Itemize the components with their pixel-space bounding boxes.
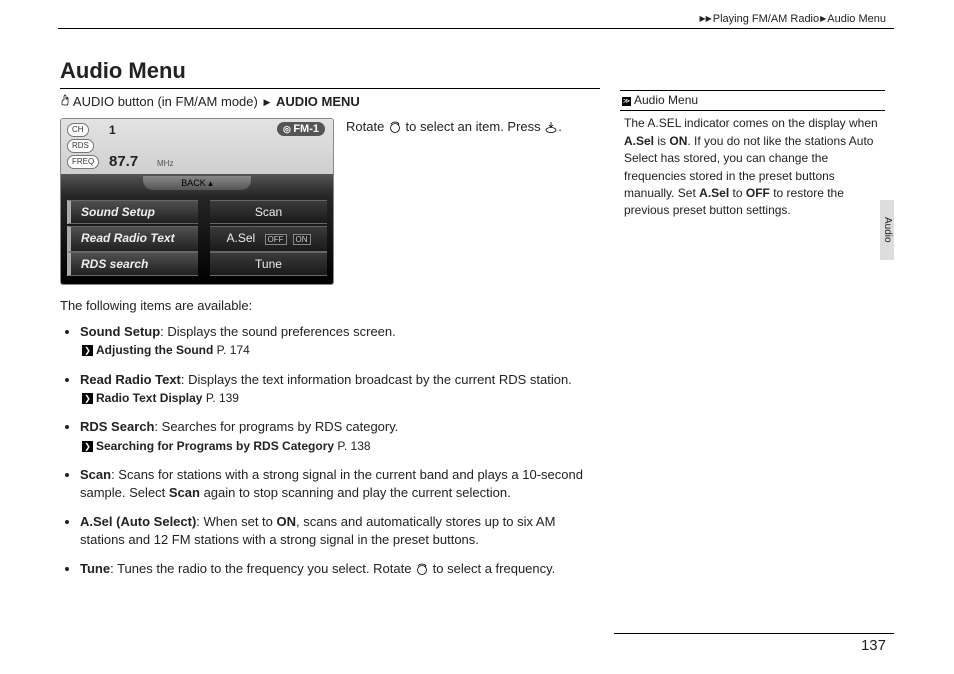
item-desc-b: to select a frequency. <box>429 561 555 576</box>
asel-on: ON <box>293 234 311 245</box>
freq-value: 87.7 <box>109 152 138 172</box>
xref: ❯Radio Text Display P. 139 <box>82 390 600 406</box>
dial-icon <box>415 562 429 576</box>
menu-asel: A.Sel OFF ON <box>210 226 327 252</box>
rotate-c: . <box>558 119 562 134</box>
radio-screenshot: CH 1 RDS FREQ 87.7 MHz FM-1 BACK ▴ Sound… <box>60 118 334 285</box>
item-desc: : Displays the sound preferences screen. <box>160 324 396 339</box>
xref: ❯Searching for Programs by RDS Category … <box>82 438 600 454</box>
xref-page: P. 174 <box>217 343 250 357</box>
instruction-line: AUDIO button (in FM/AM mode) ▶ AUDIO MEN… <box>60 93 600 111</box>
band-indicator: FM-1 <box>277 122 325 136</box>
sb-b1: A.Sel <box>624 134 654 148</box>
sidebar-title: ≫Audio Menu <box>620 90 885 111</box>
menu-scan: Scan <box>210 200 327 224</box>
available-intro: The following items are available: <box>60 297 600 315</box>
instr-pre: AUDIO button (in FM/AM mode) <box>73 94 258 109</box>
item-desc-b: again to stop scanning and play the curr… <box>200 485 511 500</box>
sb-b4: OFF <box>746 186 770 200</box>
dial-icon <box>388 120 402 134</box>
item-key: RDS Search <box>80 419 154 434</box>
item-desc-bold: Scan <box>169 485 200 500</box>
freq-pill: FREQ <box>67 155 99 169</box>
xref-page: P. 139 <box>206 391 239 405</box>
xref-title: Searching for Programs by RDS Category <box>96 439 334 453</box>
press-icon <box>544 120 558 134</box>
asel-off: OFF <box>265 234 287 245</box>
sb-d: to <box>729 186 746 200</box>
link-icon: ❯ <box>82 393 93 404</box>
item-desc-bold: ON <box>277 514 297 529</box>
item-desc: : Displays the text information broadcas… <box>181 372 572 387</box>
item-desc-a: : Tunes the radio to the frequency you s… <box>110 561 415 576</box>
rotate-instruction: Rotate to select an item. Press . <box>346 118 562 136</box>
item-tune: Tune: Tunes the radio to the frequency y… <box>80 560 600 578</box>
sidebar-title-text: Audio Menu <box>634 93 698 107</box>
section-tab-label: Audio <box>880 217 894 243</box>
sidebar-column: ≫Audio Menu The A.SEL indicator comes on… <box>620 90 885 220</box>
item-rds-search: RDS Search: Searches for programs by RDS… <box>80 418 600 454</box>
top-rule <box>58 28 894 29</box>
xref: ❯Adjusting the Sound P. 174 <box>82 342 600 358</box>
menu-sound-setup: Sound Setup <box>67 200 198 224</box>
sidebar-title-icon: ≫ <box>622 97 631 106</box>
item-scan: Scan: Scans for stations with a strong s… <box>80 466 600 501</box>
item-key: Scan <box>80 467 111 482</box>
breadcrumb: ▶▶Playing FM/AM Radio▶Audio Menu <box>698 14 886 25</box>
rotate-a: Rotate <box>346 119 388 134</box>
bottom-rule <box>614 633 894 634</box>
link-icon: ❯ <box>82 345 93 356</box>
ch-pill: CH <box>67 123 89 137</box>
xref-page: P. 138 <box>337 439 370 453</box>
radio-top: CH 1 RDS FREQ 87.7 MHz FM-1 <box>61 119 333 174</box>
menu-tune: Tune <box>210 252 327 276</box>
item-list: Sound Setup: Displays the sound preferen… <box>60 323 600 578</box>
xref-title: Adjusting the Sound <box>96 343 213 357</box>
menu-rds-search: RDS search <box>67 252 198 276</box>
mhz-label: MHz <box>157 159 173 170</box>
radio-menu-area: BACK ▴ Sound Setup Scan Read Radio Text … <box>61 174 333 284</box>
sb-b2: ON <box>669 134 687 148</box>
sb-a: The A.SEL indicator comes on the display… <box>624 116 878 130</box>
item-desc: : Searches for programs by RDS category. <box>154 419 398 434</box>
item-key: A.Sel (Auto Select) <box>80 514 196 529</box>
xref-title: Radio Text Display <box>96 391 202 405</box>
sb-b3: A.Sel <box>699 186 729 200</box>
item-sound-setup: Sound Setup: Displays the sound preferen… <box>80 323 600 359</box>
item-asel: A.Sel (Auto Select): When set to ON, sca… <box>80 513 600 548</box>
page-number: 137 <box>861 636 886 656</box>
breadcrumb-b: Audio Menu <box>827 13 886 25</box>
hand-icon <box>60 93 70 111</box>
link-icon: ❯ <box>82 441 93 452</box>
page-title: Audio Menu <box>60 56 600 89</box>
instr-bold: AUDIO MENU <box>276 94 360 109</box>
back-bar: BACK ▴ <box>143 176 252 190</box>
item-read-radio-text: Read Radio Text: Displays the text infor… <box>80 371 600 407</box>
item-key: Read Radio Text <box>80 372 181 387</box>
sb-b: is <box>654 134 669 148</box>
breadcrumb-a: Playing FM/AM Radio <box>713 13 819 25</box>
item-key: Tune <box>80 561 110 576</box>
sidebar-body: The A.SEL indicator comes on the display… <box>620 111 885 219</box>
item-desc-a: : When set to <box>196 514 276 529</box>
main-column: Audio Menu AUDIO button (in FM/AM mode) … <box>60 56 600 590</box>
rotate-b: to select an item. Press <box>402 119 544 134</box>
menu-read-radio-text: Read Radio Text <box>67 226 198 252</box>
asel-label: A.Sel <box>226 231 255 245</box>
rds-pill: RDS <box>67 139 94 153</box>
item-key: Sound Setup <box>80 324 160 339</box>
ch-number: 1 <box>109 122 116 138</box>
